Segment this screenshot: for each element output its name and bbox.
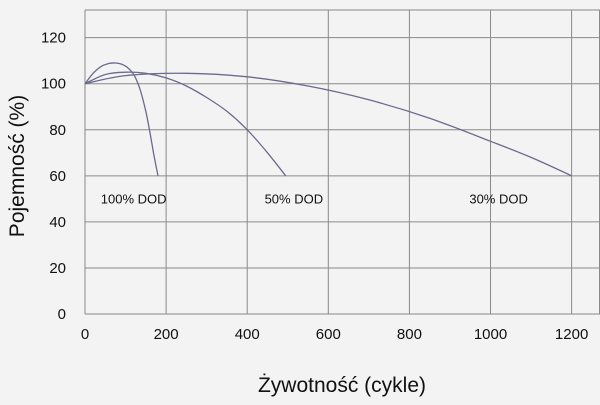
series-label-1: 50% DOD: [265, 191, 324, 206]
y-tick-label-2: 40: [49, 214, 66, 231]
x-tick-labels: 0 200 400 600 800 1000 1200: [81, 326, 588, 343]
grid-lines: [84, 9, 600, 315]
x-tick-label-5: 1000: [474, 326, 507, 343]
series-line-0: [84, 62, 159, 176]
y-tick-label-1: 20: [49, 260, 66, 277]
x-tick-label-2: 400: [235, 326, 260, 343]
x-tick-label-6: 1200: [555, 326, 588, 343]
series-labels: 100% DOD 50% DOD 30% DOD: [101, 191, 528, 206]
x-tick-label-4: 800: [397, 326, 422, 343]
x-tick-label-0: 0: [81, 326, 89, 343]
series-label-2: 30% DOD: [469, 191, 528, 206]
x-tick-label-3: 600: [316, 326, 341, 343]
y-tick-label-6: 120: [41, 30, 66, 47]
series-label-0: 100% DOD: [101, 191, 167, 206]
y-tick-label-4: 80: [49, 122, 66, 139]
y-axis-title: Pojemność (%): [6, 95, 29, 237]
series-line-1: [84, 71, 287, 177]
series-line-2: [84, 72, 572, 177]
plot-area: [85, 10, 600, 314]
x-tick-label-1: 200: [154, 326, 179, 343]
x-axis-title: Żywotność (cykle): [258, 374, 426, 397]
series-lines: [84, 62, 572, 177]
y-tick-labels: 0 20 40 60 80 100 120: [41, 30, 66, 323]
y-tick-label-0: 0: [58, 306, 66, 323]
y-tick-label-3: 60: [49, 168, 66, 185]
y-tick-label-5: 100: [41, 76, 66, 93]
